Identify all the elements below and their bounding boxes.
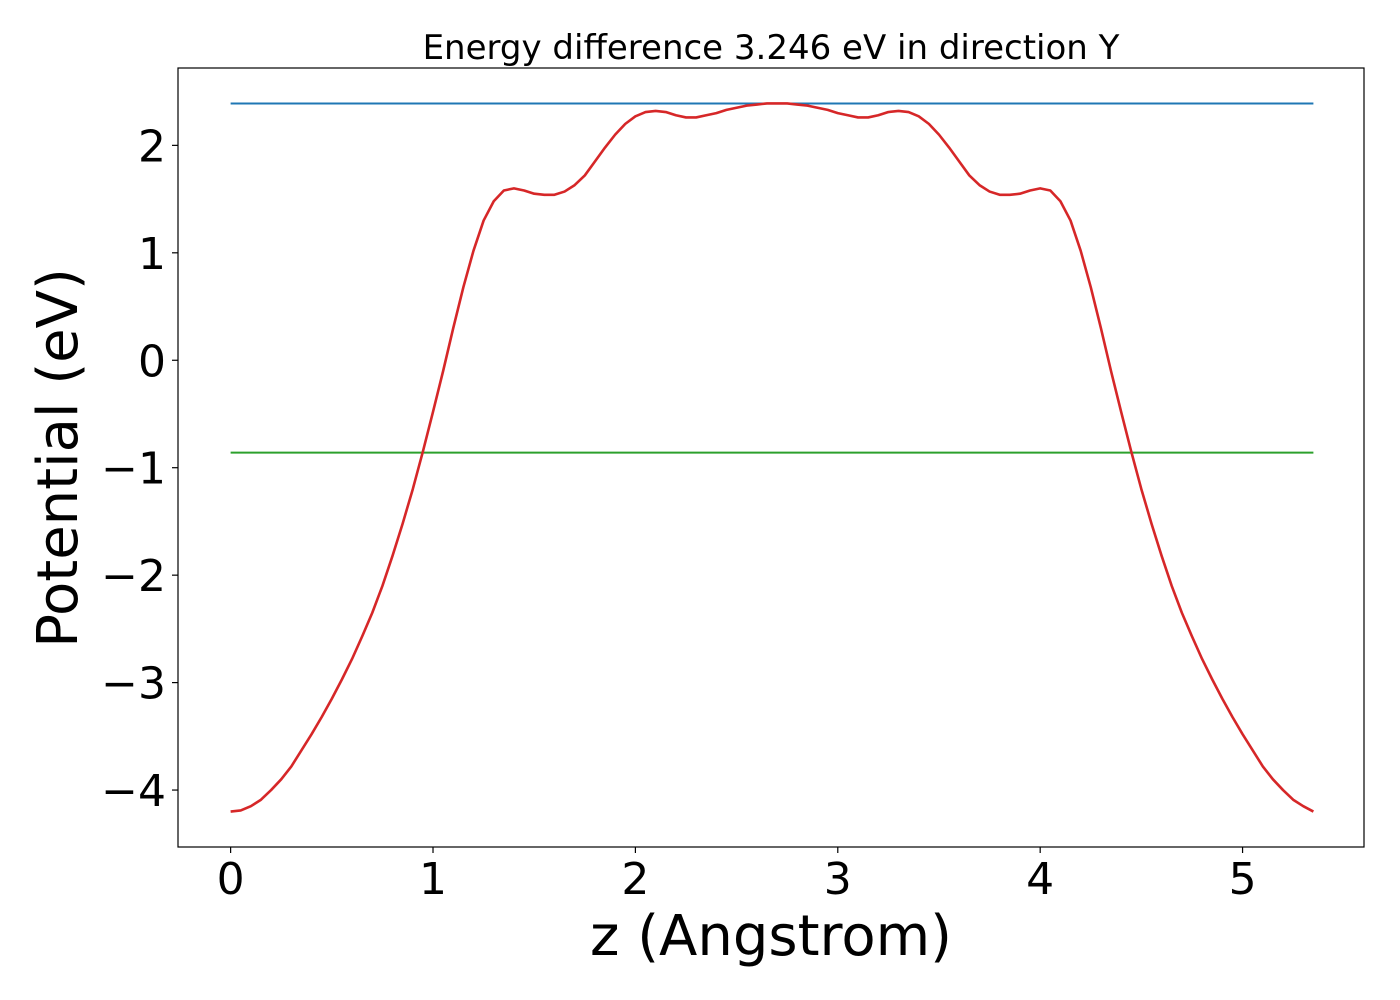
potential-curve	[230, 102, 1315, 813]
y-tick-label: 1	[138, 229, 166, 280]
y-axis-label: Potential (eV)	[26, 268, 91, 648]
data-series	[230, 102, 1315, 813]
y-tick-label: −3	[101, 659, 166, 710]
x-tick-label: 0	[217, 854, 245, 905]
x-tick-label: 4	[1026, 854, 1054, 905]
y-tick-label: −1	[101, 444, 166, 495]
y-tick-label: 0	[138, 336, 166, 387]
chart-title: Energy difference 3.246 eV in direction …	[423, 28, 1120, 68]
reference-lines	[230, 102, 1314, 454]
axes-frame	[177, 67, 1365, 848]
x-axis-ticks: 0 1 2 3 4 5	[217, 847, 1257, 905]
plot-area	[230, 102, 1315, 813]
y-axis-ticks: −4 −3 −2 −1 0 1 2	[101, 121, 178, 817]
x-axis-label: z (Angstrom)	[590, 904, 952, 969]
x-tick-label: 1	[419, 854, 447, 905]
x-tick-label: 2	[621, 854, 649, 905]
y-tick-label: −4	[101, 766, 166, 817]
y-tick-label: 2	[138, 121, 166, 172]
x-tick-label: 3	[824, 854, 852, 905]
y-tick-label: −2	[101, 551, 166, 602]
x-tick-label: 5	[1229, 854, 1257, 905]
